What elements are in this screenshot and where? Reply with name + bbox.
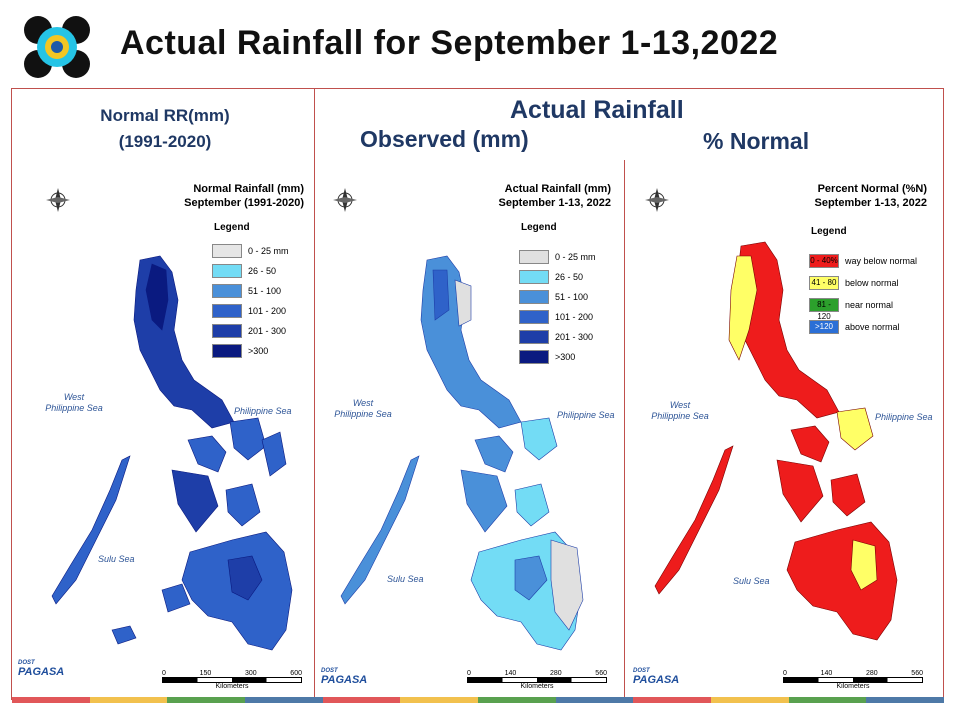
observed-header: Observed (mm) (360, 126, 529, 152)
compass-icon (333, 188, 357, 212)
header-divider (314, 88, 315, 161)
map-title-observed: Actual Rainfall (mm) September 1-13, 202… (465, 182, 611, 210)
pagasa-brand: DOST PAGASA (321, 668, 368, 686)
map-title-normal: Normal Rainfall (mm) September (1991-202… (162, 182, 304, 210)
pagasa-brand: DOST PAGASA (633, 668, 680, 686)
normal-header: Normal RR(mm) (1991-2020) (40, 103, 290, 155)
sea-label-east: Philippine Sea (234, 406, 292, 416)
normal-header-line2: (1991-2020) (118, 132, 212, 151)
island-luzon (728, 241, 840, 419)
legend-item: 101 - 200 (519, 310, 593, 324)
compass-icon (46, 188, 70, 212)
legend-swatch (519, 250, 549, 264)
map-title-line2: September 1-13, 2022 (498, 197, 611, 209)
panel-divider-1 (314, 160, 315, 700)
legend-item: 101 - 200 (212, 304, 286, 318)
legend-item: 81 - 120near normal (809, 298, 893, 321)
compass-icon (645, 188, 669, 212)
legend-item: >300 (212, 344, 268, 358)
legend-item: 0 - 25 mm (212, 244, 289, 258)
island-luzon (133, 255, 235, 429)
map-title-line1: Actual Rainfall (mm) (504, 183, 611, 195)
pagasa-logo (22, 14, 92, 80)
legend-swatch: >120 (809, 320, 839, 334)
legend-item: 26 - 50 (519, 270, 583, 284)
legend-swatch (212, 284, 242, 298)
actual-header: Actual Rainfall (510, 96, 684, 124)
legend-swatch (212, 344, 242, 358)
legend-item: >300 (519, 350, 575, 364)
island-palawan (51, 455, 131, 605)
legend-swatch (519, 290, 549, 304)
legend-swatch (519, 310, 549, 324)
legend-title: Legend (214, 222, 250, 233)
map-observed (333, 188, 584, 651)
legend-title: Legend (811, 226, 847, 237)
sea-label-west: West Philippine Sea (334, 398, 392, 419)
legend-swatch: 81 - 120 (809, 298, 839, 321)
map-panel-normal: Normal Rainfall (mm) September (1991-202… (12, 160, 314, 708)
page-title: Actual Rainfall for September 1-13,2022 (120, 24, 779, 62)
map-title-line1: Normal Rainfall (mm) (193, 183, 304, 195)
island-visayas (776, 407, 874, 523)
sea-label-sulu: Sulu Sea (387, 574, 424, 584)
sea-label-east: Philippine Sea (557, 410, 615, 420)
sea-label-east: Philippine Sea (875, 412, 933, 422)
legend-title: Legend (521, 222, 557, 233)
legend-item: 41 - 80 below normal (809, 276, 899, 290)
map-title-line2: September 1-13, 2022 (814, 197, 927, 209)
legend-swatch (212, 244, 242, 258)
island-luzon (420, 255, 522, 429)
island-palawan (654, 445, 734, 595)
legend-swatch (519, 270, 549, 284)
island-mindanao (470, 531, 584, 651)
map-title-line1: Percent Normal (%N) (817, 183, 927, 195)
map-panel-percent: Percent Normal (%N) September 1-13, 2022… (625, 160, 943, 708)
map-title-percent: Percent Normal (%N) September 1-13, 2022 (775, 182, 927, 210)
legend-item: 51 - 100 (212, 284, 281, 298)
map-normal (46, 188, 293, 651)
scale-bar: 0 140 280 560 Kilometers (467, 670, 607, 690)
legend-swatch: 0 - 40% (809, 254, 839, 268)
scale-bar: 0 150 300 600 Kilometers (162, 670, 302, 690)
sea-label-west: West Philippine Sea (45, 392, 103, 413)
legend-swatch (212, 324, 242, 338)
legend-item: >120 above normal (809, 320, 900, 334)
sea-label-sulu: Sulu Sea (733, 576, 770, 586)
island-visayas (460, 417, 558, 533)
normal-header-line1: Normal RR(mm) (100, 106, 230, 125)
legend-item: 51 - 100 (519, 290, 588, 304)
pagasa-brand: DOST PAGASA (18, 660, 65, 678)
legend-swatch (212, 304, 242, 318)
island-mindanao (786, 521, 898, 641)
map-title-line2: September (1991-2020) (184, 197, 304, 209)
map-panel-observed: Actual Rainfall (mm) September 1-13, 202… (315, 160, 624, 708)
legend-item: 26 - 50 (212, 264, 276, 278)
sea-label-west: West Philippine Sea (651, 400, 709, 421)
legend-swatch: 41 - 80 (809, 276, 839, 290)
legend-swatch (212, 264, 242, 278)
sea-label-sulu: Sulu Sea (98, 554, 135, 564)
panel-divider-2 (624, 160, 625, 700)
legend-item: 0 - 40% way below normal (809, 254, 918, 268)
legend-swatch (519, 350, 549, 364)
map-percent (645, 188, 898, 641)
legend-swatch (519, 330, 549, 344)
scale-bar: 0 140 280 560 Kilometers (783, 670, 923, 690)
island-mindanao (111, 531, 293, 651)
legend-item: 201 - 300 (519, 330, 593, 344)
legend-item: 201 - 300 (212, 324, 286, 338)
footer-color-bar (12, 697, 945, 703)
left-border (11, 160, 12, 700)
legend-item: 0 - 25 mm (519, 250, 596, 264)
island-visayas (171, 417, 287, 533)
right-border (943, 160, 944, 700)
percent-header: % Normal (703, 128, 810, 154)
island-palawan (340, 455, 420, 605)
